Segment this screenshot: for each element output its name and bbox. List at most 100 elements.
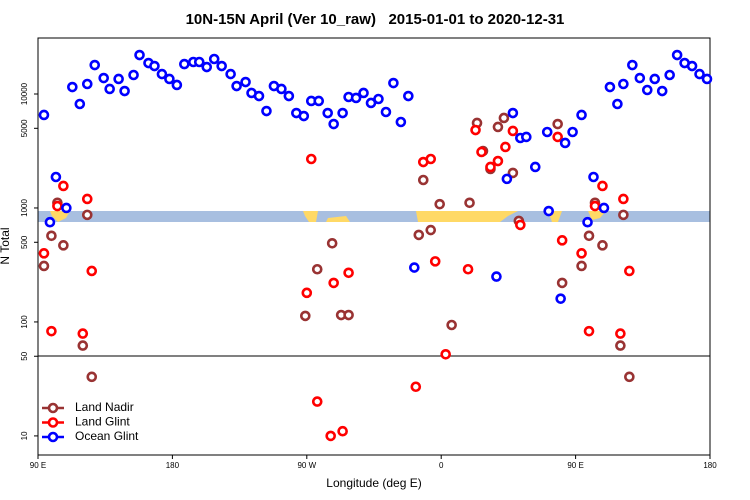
point: [261, 105, 272, 117]
point: [556, 277, 568, 289]
point: [328, 118, 339, 130]
x-tick-label: 90 E: [30, 461, 46, 470]
point: [326, 237, 338, 249]
point: [413, 229, 425, 241]
band: [38, 211, 710, 222]
point: [113, 73, 124, 85]
point: [58, 180, 69, 192]
point: [276, 83, 287, 95]
point: [350, 92, 362, 104]
legend-label: Land Nadir: [75, 400, 134, 414]
point: [156, 68, 168, 80]
point: [311, 263, 323, 275]
point: [216, 60, 227, 72]
point: [498, 112, 510, 124]
point: [231, 80, 242, 92]
point: [501, 173, 513, 185]
point: [403, 90, 414, 102]
point: [491, 271, 502, 282]
point: [81, 209, 93, 221]
land-shape: [588, 211, 606, 220]
land-shape: [416, 211, 518, 222]
point: [67, 81, 78, 93]
point: [98, 72, 110, 84]
land-shape: [50, 211, 70, 222]
point: [104, 83, 115, 95]
point: [589, 200, 601, 212]
point: [624, 265, 635, 277]
point: [567, 126, 578, 138]
point: [410, 381, 422, 393]
y-tick-label: 10000: [20, 82, 29, 105]
point: [555, 293, 566, 304]
point: [521, 131, 532, 143]
point: [164, 73, 175, 85]
point: [507, 125, 519, 137]
point: [556, 235, 568, 246]
point: [618, 193, 629, 205]
point: [492, 155, 504, 167]
point: [612, 98, 623, 110]
point: [624, 371, 635, 383]
y-tick-label: 500: [20, 235, 29, 249]
point: [686, 60, 698, 72]
y-tick-label: 10: [20, 431, 29, 440]
x-tick-label: 180: [166, 461, 180, 470]
point: [358, 87, 369, 99]
point: [671, 49, 683, 61]
point: [52, 200, 63, 212]
point: [615, 328, 626, 339]
point: [149, 60, 160, 72]
point: [38, 109, 50, 121]
point: [701, 73, 713, 85]
point: [649, 73, 661, 85]
point: [388, 77, 399, 89]
land-shape: [326, 216, 350, 222]
point: [240, 76, 251, 88]
point: [305, 153, 317, 165]
point: [446, 319, 457, 331]
point: [559, 137, 571, 149]
point: [46, 230, 57, 242]
plot-frame: [37, 37, 711, 456]
point: [225, 68, 236, 80]
point: [38, 260, 50, 272]
point: [583, 230, 595, 242]
point: [171, 79, 183, 91]
y-tick-label: 100: [20, 315, 29, 329]
chart-title: 10N-15N April (Ver 10_raw) 2015-01-01 to…: [186, 11, 565, 28]
point: [74, 98, 86, 110]
legend-marker: [47, 431, 59, 443]
point: [337, 107, 348, 119]
point: [462, 263, 474, 275]
point: [464, 197, 475, 209]
point: [618, 78, 629, 90]
land-shape: [303, 211, 318, 222]
y-tick-label: 5000: [20, 119, 29, 137]
point: [476, 146, 487, 158]
legend-label: Ocean Glint: [75, 429, 139, 443]
point: [373, 93, 384, 105]
point: [440, 349, 451, 360]
point: [311, 396, 323, 407]
point: [582, 216, 593, 228]
point: [301, 287, 313, 299]
x-tick-label: 90 E: [567, 461, 583, 470]
point: [425, 224, 437, 236]
point: [337, 425, 348, 437]
point: [81, 193, 93, 205]
point: [429, 256, 441, 267]
point: [77, 328, 89, 339]
point: [507, 107, 519, 119]
point: [119, 85, 130, 97]
x-axis-label: Longitude (deg E): [326, 476, 421, 490]
point: [38, 248, 50, 259]
legend-marker: [47, 417, 59, 428]
point: [193, 56, 205, 68]
point: [58, 240, 69, 251]
point: [417, 174, 429, 186]
point: [543, 205, 555, 217]
point: [597, 180, 608, 192]
point: [541, 126, 553, 138]
